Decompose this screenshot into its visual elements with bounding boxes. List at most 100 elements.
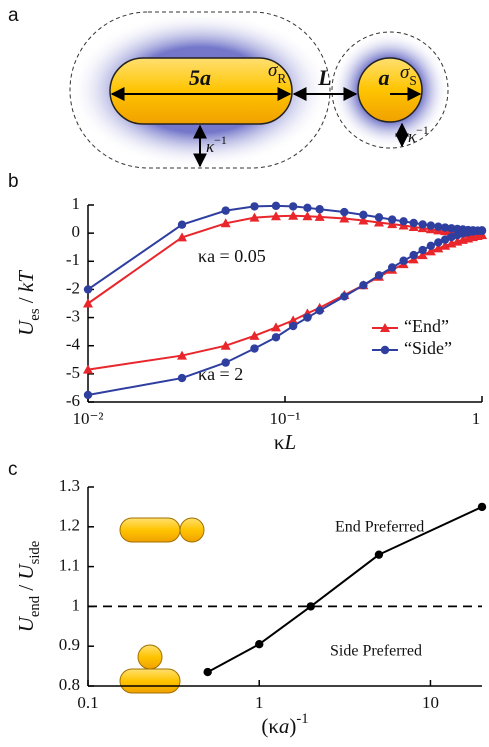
marker — [399, 256, 408, 265]
marker — [340, 207, 349, 217]
y-tick-label: -1 — [66, 250, 80, 269]
marker — [83, 390, 93, 400]
x-tick-label: 0.1 — [77, 693, 98, 712]
marker — [83, 298, 93, 308]
gap-label: L — [317, 65, 331, 90]
marker — [374, 271, 384, 280]
rod-charge-label: σR — [268, 60, 286, 85]
marker — [374, 550, 384, 559]
marker — [176, 232, 187, 242]
label-part: / — [14, 292, 38, 308]
marker — [303, 313, 312, 322]
diagram: 5a σR L a σS κ−1 κ−1 — [69, 11, 449, 169]
marker — [249, 330, 260, 340]
icon-sphere — [179, 517, 205, 543]
label-part: 5a — [189, 65, 211, 90]
y-axis-label: Uend / Uside — [14, 540, 44, 632]
marker — [176, 350, 187, 360]
panel-label: c — [8, 459, 18, 480]
label-part: U — [14, 319, 38, 336]
label-part: R — [277, 71, 286, 86]
marker — [303, 203, 312, 213]
y-tick-label: 0.8 — [59, 675, 80, 694]
marker — [425, 246, 436, 256]
x-tick-label: 10 — [422, 693, 439, 712]
marker — [255, 640, 264, 649]
marker — [250, 344, 259, 353]
marker — [83, 285, 93, 294]
marker — [288, 315, 299, 325]
marker — [399, 217, 408, 226]
label-part: U — [14, 615, 38, 632]
label-part: S — [409, 73, 416, 88]
label-part: σ — [400, 62, 410, 83]
legend-marker — [380, 323, 390, 332]
y-tick-label: -5 — [66, 363, 80, 382]
marker — [288, 202, 298, 211]
marker — [203, 667, 212, 677]
marker — [418, 220, 427, 229]
label-part: −1 — [214, 133, 227, 147]
label-part: L — [317, 65, 331, 90]
x-tick-label: 10⁻² — [72, 409, 103, 428]
y-tick-label: 1.3 — [59, 476, 80, 495]
marker — [315, 306, 324, 315]
marker — [271, 333, 281, 342]
y-tick-label: 1.2 — [59, 516, 80, 535]
marker — [418, 245, 427, 255]
icon-rod — [119, 517, 181, 543]
label-part: σ — [268, 60, 278, 81]
marker — [434, 238, 443, 247]
y-tick-label: 0 — [72, 222, 81, 241]
marker — [315, 205, 324, 214]
label-part: a — [379, 65, 390, 90]
marker — [302, 211, 313, 221]
label-part: L — [283, 430, 296, 454]
legend-label: “End” — [404, 316, 449, 336]
marker — [434, 222, 443, 231]
marker — [270, 322, 281, 332]
marker — [340, 292, 349, 301]
marker — [249, 212, 260, 222]
marker — [220, 218, 231, 228]
marker — [426, 221, 436, 230]
marker — [358, 215, 369, 225]
y-tick-label: -4 — [66, 335, 81, 354]
x-tick-label: 1 — [472, 409, 481, 428]
panel-label: b — [8, 171, 19, 192]
debye-label: κ−1 — [206, 133, 227, 156]
marker — [288, 321, 298, 331]
annotation: Side Preferred — [330, 643, 422, 660]
annotation: κa = 2 — [198, 364, 243, 384]
label-part: a — [279, 714, 290, 738]
label-part: kT — [14, 270, 38, 292]
x-axis-label: (κa)-1 — [261, 711, 308, 737]
legend-label: “Side” — [404, 338, 452, 358]
radius-label: a — [379, 65, 390, 90]
marker — [417, 250, 428, 260]
sphere-boundary — [331, 31, 449, 149]
marker — [409, 250, 418, 260]
label-part: ) — [289, 714, 296, 738]
marker — [477, 226, 487, 235]
marker — [339, 213, 350, 223]
marker — [374, 213, 384, 222]
marker — [387, 263, 397, 272]
marker — [426, 241, 436, 251]
marker — [433, 243, 444, 253]
marker — [314, 211, 325, 221]
marker — [177, 220, 187, 229]
label-part: (κ — [261, 714, 279, 738]
icon-rod — [119, 668, 181, 694]
marker — [306, 602, 315, 611]
marker — [409, 218, 418, 228]
label-part: κ — [274, 430, 285, 454]
label-part: es — [27, 308, 43, 321]
marker — [220, 340, 231, 350]
y-axis-label: Ues / kT — [14, 270, 44, 336]
sphere — [357, 57, 423, 123]
legend-marker — [380, 345, 390, 355]
x-axis-label: κL — [274, 430, 296, 454]
